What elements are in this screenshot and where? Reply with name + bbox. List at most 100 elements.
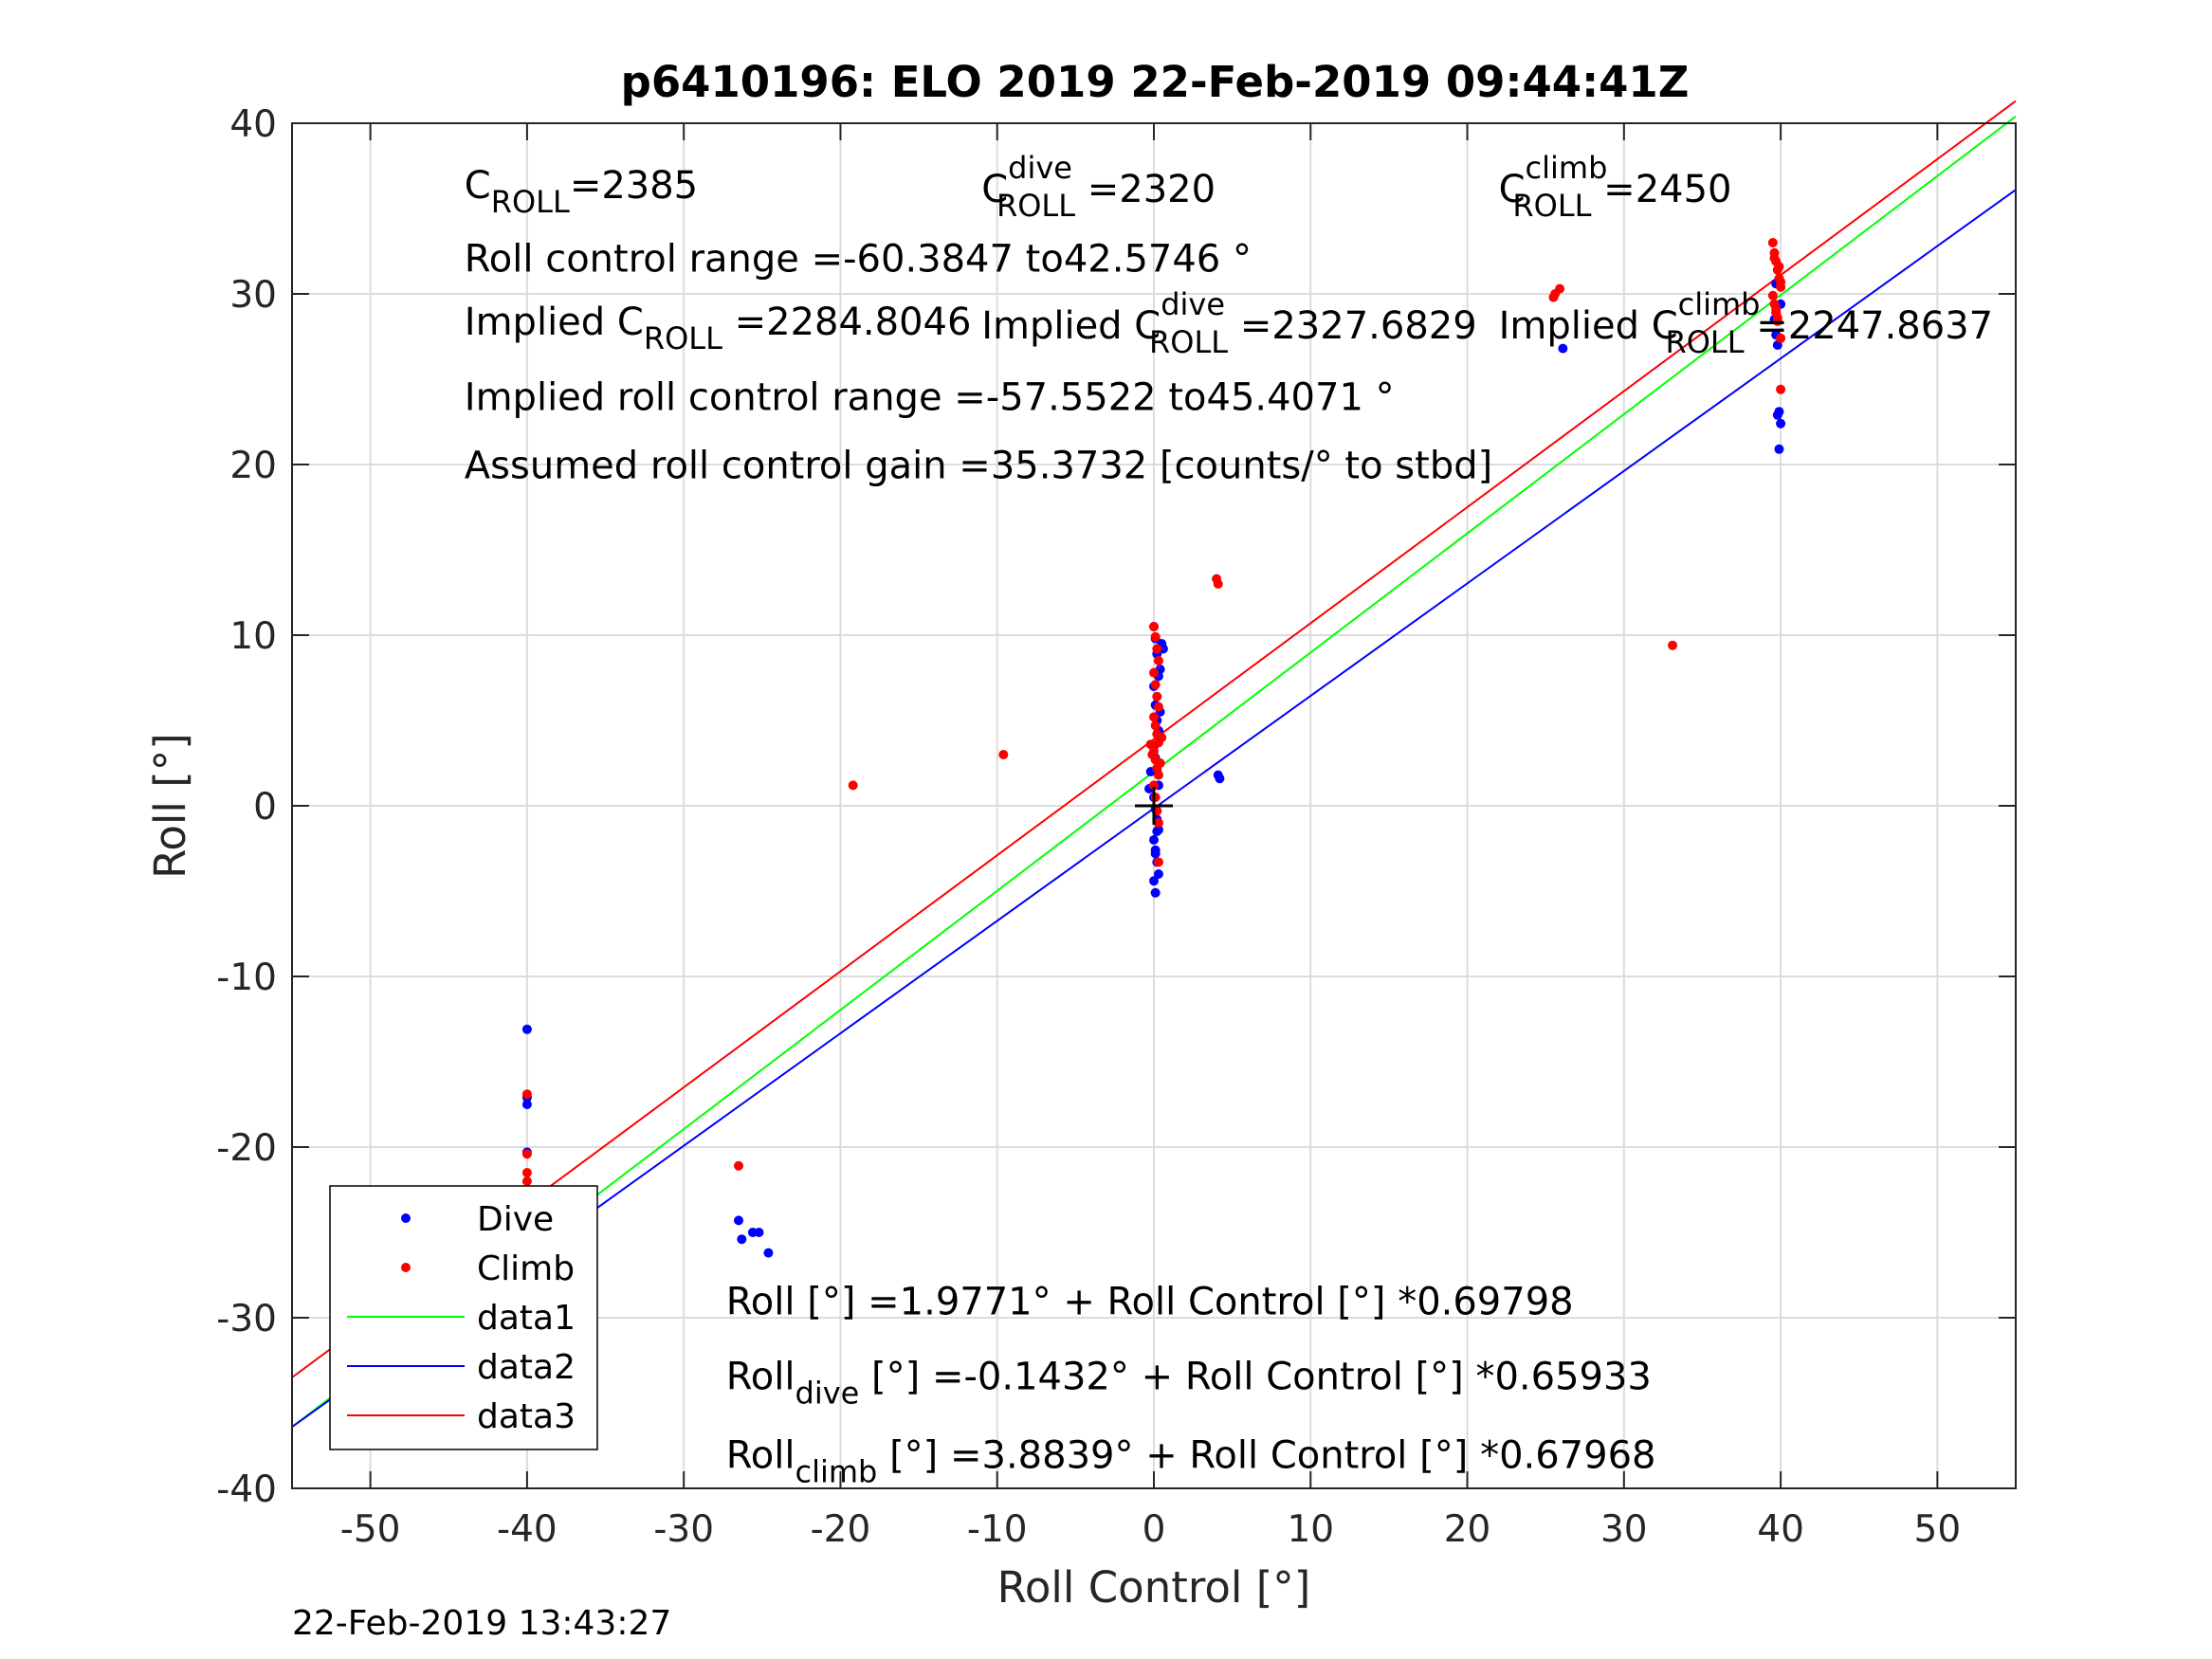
- y-tick-label: 0: [253, 786, 277, 829]
- dive-point: [737, 1234, 747, 1245]
- y-tick-label: -30: [216, 1298, 277, 1340]
- climb-point: [1150, 720, 1161, 731]
- climb-point: [1774, 262, 1784, 272]
- climb-point: [1157, 733, 1167, 742]
- annotation-text: Implied roll control range =-57.5522 to4…: [465, 375, 1395, 419]
- annotation-part: [°] =3.8839° + Roll Control [°] *0.67968: [877, 1433, 1655, 1477]
- legend-marker-dive: [401, 1213, 411, 1223]
- climb-point: [521, 1089, 532, 1100]
- annotation-part: C: [1499, 168, 1526, 211]
- climb-point: [998, 750, 1009, 759]
- legend-label: data2: [477, 1348, 576, 1387]
- climb-point: [1149, 667, 1159, 678]
- climb-point: [1153, 656, 1163, 665]
- annotations: CROLL=2385 Cdive ROLL =2320 Cclimb ROLL =245…: [465, 150, 1993, 1490]
- dive-point: [734, 1215, 744, 1226]
- annotation-part: [°] =-0.1432° + Roll Control [°] *0.6593…: [859, 1356, 1652, 1399]
- annotation-part: climb: [1526, 150, 1608, 186]
- x-tick-label: 0: [1143, 1508, 1166, 1551]
- annotation-part: =2284.8046: [722, 301, 972, 344]
- y-tick-label: 30: [229, 274, 277, 317]
- dive-point: [1149, 835, 1159, 845]
- annotation-part: Roll: [726, 1433, 795, 1477]
- annotation-part: dive: [1161, 286, 1225, 322]
- climb-point: [734, 1160, 744, 1171]
- climb-point: [1555, 283, 1565, 294]
- annotation-part: C: [981, 168, 1008, 211]
- x-tick-label: -20: [811, 1508, 871, 1551]
- annotation-part: ROLL: [996, 188, 1075, 224]
- annotation-text: Roll control range =-60.3847 to42.5746 °: [465, 238, 1252, 282]
- dive-point: [521, 1100, 532, 1109]
- legend-label: Dive: [477, 1200, 554, 1239]
- legend-label: data3: [477, 1397, 576, 1436]
- x-tick-label: -10: [967, 1508, 1028, 1551]
- annotation-part: Assumed roll control gain =35.3732 [coun…: [465, 444, 1492, 487]
- climb-point: [521, 1168, 532, 1177]
- legend: Dive Climb data1 data2 data3: [329, 1185, 598, 1450]
- annotation-part: Roll [°] =1.9771° + Roll Control [°] *0.…: [726, 1280, 1574, 1323]
- annotation-part: =2327.6829: [1228, 304, 1477, 348]
- x-tick-label: -30: [653, 1508, 714, 1551]
- annotation-text: Implied Cclimb ROLL =2247.8637: [1499, 286, 1994, 360]
- y-tick-label: 40: [229, 103, 277, 146]
- climb-point: [1668, 640, 1678, 650]
- annotation-part: Implied C: [1499, 304, 1678, 348]
- annotation-text: Roll [°] =1.9771° + Roll Control [°] *0.…: [726, 1280, 1574, 1323]
- climb-point: [1150, 793, 1161, 802]
- y-tick-label: 10: [229, 615, 277, 658]
- annotation-part: ROLL: [1149, 324, 1228, 360]
- annotation-part: =2247.8637: [1745, 304, 1994, 348]
- annotation-part: ROLL: [1512, 188, 1591, 224]
- climb-point: [1153, 702, 1163, 712]
- dive-point: [1774, 444, 1784, 454]
- y-axis-label: Roll [°]: [145, 733, 195, 879]
- dive-point: [1558, 343, 1568, 354]
- y-tick-label: -10: [216, 957, 277, 999]
- plot-frame: [291, 122, 2017, 1489]
- dive-point: [1152, 827, 1162, 836]
- climb-point: [521, 1176, 532, 1186]
- annotation-part: ROLL: [1665, 324, 1744, 360]
- climb-point: [848, 780, 858, 791]
- climb-point: [1776, 277, 1786, 287]
- footer-timestamp: 22-Feb-2019 13:43:27: [292, 1604, 671, 1643]
- annotation-part: Implied C: [465, 301, 644, 344]
- annotation-part: ROLL: [491, 184, 570, 220]
- y-tick-label: -40: [216, 1468, 277, 1511]
- climb-point: [1152, 644, 1162, 654]
- dive-point: [1776, 418, 1786, 428]
- x-tick-label: 40: [1757, 1508, 1804, 1551]
- annotation-text: CROLL=2385: [465, 164, 698, 220]
- legend-marker-climb: [401, 1263, 411, 1272]
- dive-point: [1772, 410, 1782, 420]
- annotation-part: Implied C: [981, 304, 1161, 348]
- x-tick-label: -40: [497, 1508, 558, 1551]
- fit-line-data3: [291, 100, 2017, 1378]
- climb-point: [1767, 290, 1778, 301]
- chart-title: p6410196: ELO 2019 22-Feb-2019 09:44:41Z: [621, 57, 1690, 107]
- annotation-text: Assumed roll control gain =35.3732 [coun…: [465, 444, 1492, 487]
- annotation-text: Rollclimb [°] =3.8839° + Roll Control [°…: [726, 1433, 1656, 1489]
- x-tick-label: -50: [340, 1508, 401, 1551]
- climb-point: [1776, 333, 1786, 343]
- climb-point: [1771, 304, 1782, 315]
- annotation-part: Implied roll control range =-57.5522 to4…: [465, 375, 1395, 419]
- climb-point: [1152, 691, 1162, 702]
- dive-point: [521, 1024, 532, 1034]
- climb-point: [1213, 579, 1223, 589]
- climb-point: [1147, 750, 1158, 759]
- annotation-part: =2450: [1591, 168, 1731, 211]
- axis-ticks: -50 -40 -30 -20 -10 0 10 20 30 40 50 -40 -30 -20 -10 0 1…: [216, 103, 2016, 1551]
- climb-point: [1548, 292, 1559, 302]
- annotation-part: =2320: [1075, 168, 1216, 211]
- annotation-text: Cclimb ROLL =2450: [1499, 150, 1732, 224]
- climb-point: [1769, 253, 1780, 264]
- y-tick-label: -20: [216, 1127, 277, 1170]
- y-tick-label: 20: [229, 445, 277, 487]
- annotation-text: Cdive ROLL =2320: [981, 150, 1216, 224]
- dive-point: [754, 1228, 764, 1237]
- x-tick-label: 20: [1444, 1508, 1491, 1551]
- climb-point: [1776, 384, 1786, 394]
